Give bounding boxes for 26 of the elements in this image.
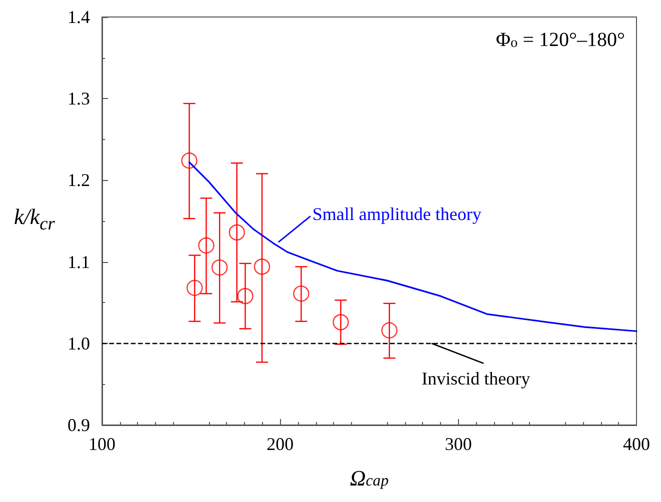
y-tick-label: 1.4 xyxy=(68,7,90,27)
annotation: Inviscid theory xyxy=(422,368,530,388)
point xyxy=(254,258,270,275)
x-axis-title: Ωcap xyxy=(350,466,389,490)
x-tick-label: 400 xyxy=(623,434,650,454)
y-tick-label: 1.2 xyxy=(68,170,90,190)
y-tick-label: 1.3 xyxy=(68,88,90,109)
y-tick-label: 1.1 xyxy=(68,252,90,272)
x-tick-label: 300 xyxy=(444,434,472,454)
point xyxy=(198,237,214,254)
point xyxy=(381,322,398,338)
annotation: Small amplitude theory xyxy=(312,204,482,224)
point xyxy=(228,224,245,241)
y-tick-label: 0.9 xyxy=(68,415,90,435)
annotation: Φo = 120°–180° xyxy=(496,29,626,51)
point xyxy=(237,288,254,304)
point xyxy=(181,152,198,169)
x-tick-label: 200 xyxy=(266,434,294,454)
point xyxy=(332,314,349,330)
point xyxy=(293,286,310,302)
y-tick-label: 1.0 xyxy=(68,333,90,354)
point xyxy=(212,259,228,276)
point xyxy=(186,280,203,296)
line-series xyxy=(188,161,638,332)
y-axis-title: k/k$_{cr}$ xyxy=(14,204,55,234)
x-tick-label: 100 xyxy=(88,434,116,454)
